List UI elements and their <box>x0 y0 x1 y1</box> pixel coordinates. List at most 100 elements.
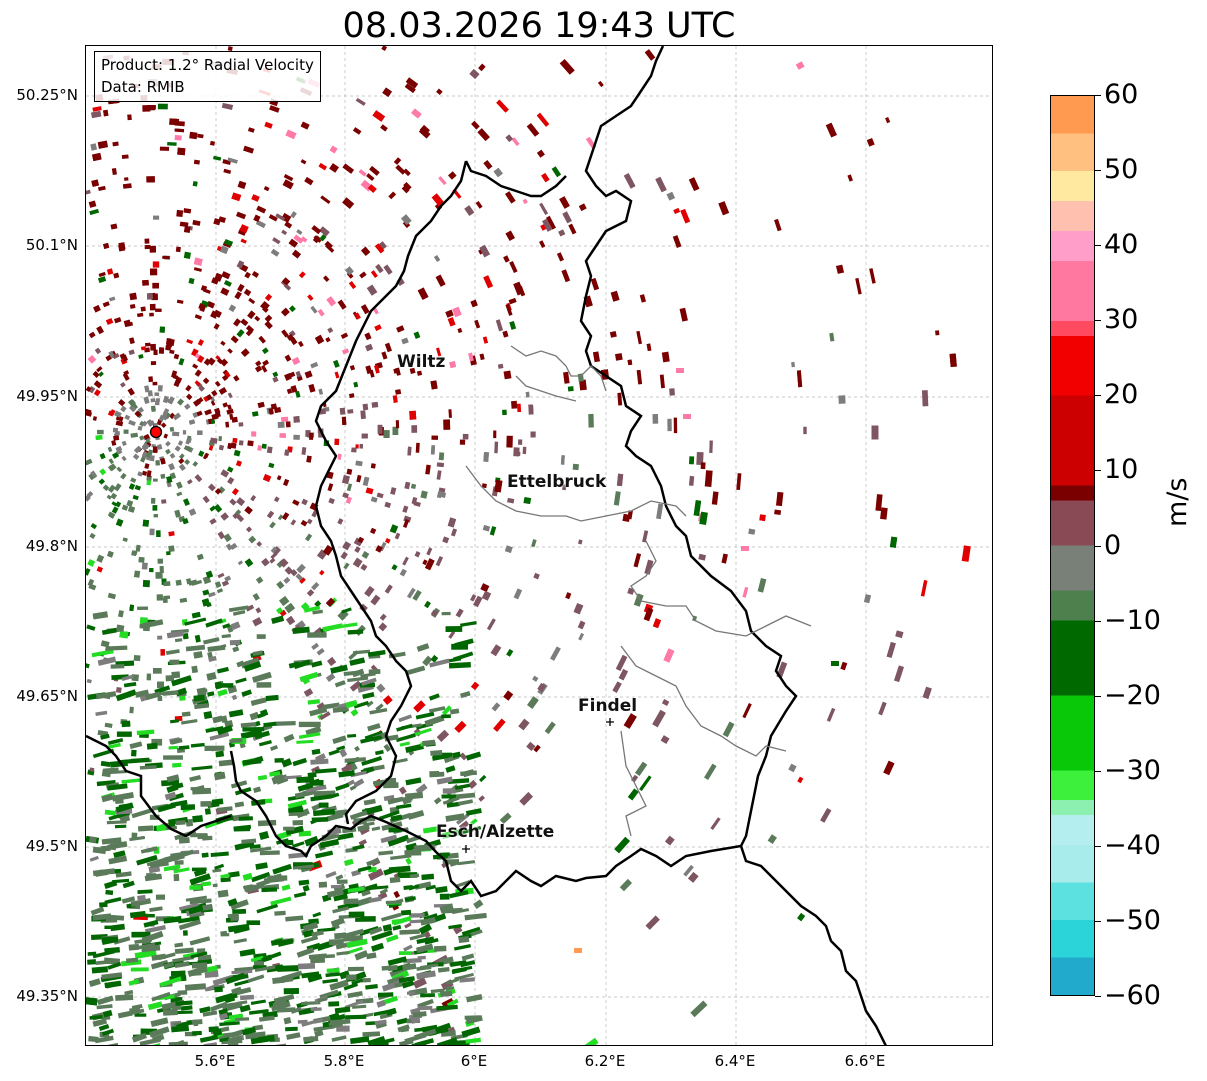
velocity-pixel <box>101 793 114 803</box>
velocity-pixel <box>791 361 795 368</box>
velocity-pixel <box>240 348 250 358</box>
velocity-pixel <box>709 440 713 453</box>
velocity-pixel <box>263 721 277 728</box>
y-tick-label: 50.25°N <box>16 86 78 104</box>
velocity-pixel <box>508 297 517 305</box>
velocity-pixel <box>204 965 218 973</box>
country-border-south <box>739 845 887 1045</box>
velocity-pixel <box>408 750 415 756</box>
velocity-pixel <box>199 1006 211 1014</box>
velocity-pixel <box>201 598 211 607</box>
velocity-pixel <box>310 758 329 765</box>
velocity-pixel <box>214 863 225 870</box>
velocity-pixel <box>511 400 518 409</box>
velocity-pixel <box>360 672 376 678</box>
velocity-pixel <box>614 836 631 854</box>
velocity-pixel <box>324 954 335 959</box>
velocity-pixel <box>788 763 797 773</box>
velocity-pixel <box>448 661 471 669</box>
velocity-pixel <box>342 622 358 628</box>
velocity-pixel <box>279 433 286 438</box>
velocity-pixel <box>293 659 311 670</box>
velocity-pixel <box>151 1033 165 1043</box>
velocity-pixel <box>230 914 239 921</box>
velocity-pixel <box>296 947 315 958</box>
colorbar-tick-mark <box>1095 996 1101 997</box>
velocity-pixel <box>228 709 244 718</box>
velocity-pixel <box>182 430 187 435</box>
velocity-pixel <box>536 149 545 158</box>
velocity-pixel <box>838 395 846 404</box>
velocity-pixel <box>232 646 240 653</box>
velocity-pixel <box>370 527 377 535</box>
velocity-pixel <box>292 820 304 826</box>
velocity-pixel <box>205 618 223 628</box>
velocity-pixel <box>253 786 262 794</box>
velocity-pixel <box>166 551 171 556</box>
velocity-pixel <box>453 925 463 935</box>
velocity-pixel <box>202 377 210 385</box>
velocity-pixel <box>150 361 157 366</box>
velocity-pixel <box>100 845 111 852</box>
velocity-pixel <box>679 307 688 322</box>
velocity-pixel <box>168 545 175 552</box>
velocity-pixel <box>262 359 270 367</box>
velocity-pixel <box>352 557 363 568</box>
velocity-pixel <box>261 951 282 962</box>
colorbar-tick-mark <box>1095 170 1101 172</box>
velocity-pixel <box>329 1018 351 1026</box>
velocity-pixel <box>328 1001 340 1007</box>
velocity-pixel <box>921 390 929 407</box>
velocity-pixel <box>361 551 370 559</box>
velocity-pixel <box>254 365 263 373</box>
velocity-pixel <box>440 491 446 498</box>
velocity-pixel <box>441 997 454 1008</box>
velocity-pixel <box>311 225 322 235</box>
velocity-pixel <box>353 381 359 388</box>
velocity-pixel <box>275 720 296 726</box>
velocity-pixel <box>96 566 104 573</box>
velocity-pixel <box>430 380 438 390</box>
velocity-pixel <box>283 577 291 584</box>
velocity-pixel <box>357 536 365 544</box>
velocity-pixel <box>347 629 364 635</box>
x-tick-label: 6.2°E <box>584 1052 626 1070</box>
velocity-pixel <box>396 325 405 333</box>
velocity-pixel <box>161 779 180 787</box>
velocity-pixel <box>347 966 364 972</box>
velocity-pixel <box>191 665 199 674</box>
velocity-pixel <box>283 283 292 291</box>
velocity-pixel <box>215 683 234 688</box>
velocity-pixel <box>238 440 244 446</box>
velocity-pixel <box>112 878 130 884</box>
velocity-pixel <box>243 288 252 297</box>
velocity-pixel <box>137 606 149 610</box>
velocity-pixel <box>623 172 636 189</box>
velocity-pixel <box>436 1037 458 1045</box>
velocity-pixel <box>86 494 91 502</box>
velocity-pixel <box>160 473 166 479</box>
velocity-pixel <box>121 778 142 784</box>
velocity-pixel <box>105 889 114 896</box>
velocity-pixel <box>366 858 380 867</box>
velocity-pixel <box>371 942 385 952</box>
velocity-pixel <box>417 1005 433 1011</box>
velocity-pixel <box>146 293 153 300</box>
velocity-pixel <box>875 494 883 512</box>
velocity-pixel <box>436 347 442 357</box>
velocity-pixel <box>252 592 260 601</box>
velocity-pixel <box>327 483 334 492</box>
velocity-pixel <box>179 902 199 911</box>
velocity-pixel <box>239 224 249 234</box>
velocity-pixel <box>458 935 470 944</box>
velocity-pixel <box>229 413 234 420</box>
velocity-pixel <box>162 690 179 696</box>
radar-map[interactable] <box>85 45 993 1046</box>
velocity-pixel <box>123 682 137 688</box>
velocity-pixel <box>105 918 118 923</box>
velocity-pixel <box>471 120 480 130</box>
velocity-pixel <box>228 605 249 613</box>
velocity-pixel <box>288 238 298 248</box>
velocity-pixel <box>210 851 229 857</box>
velocity-pixel <box>270 896 292 906</box>
